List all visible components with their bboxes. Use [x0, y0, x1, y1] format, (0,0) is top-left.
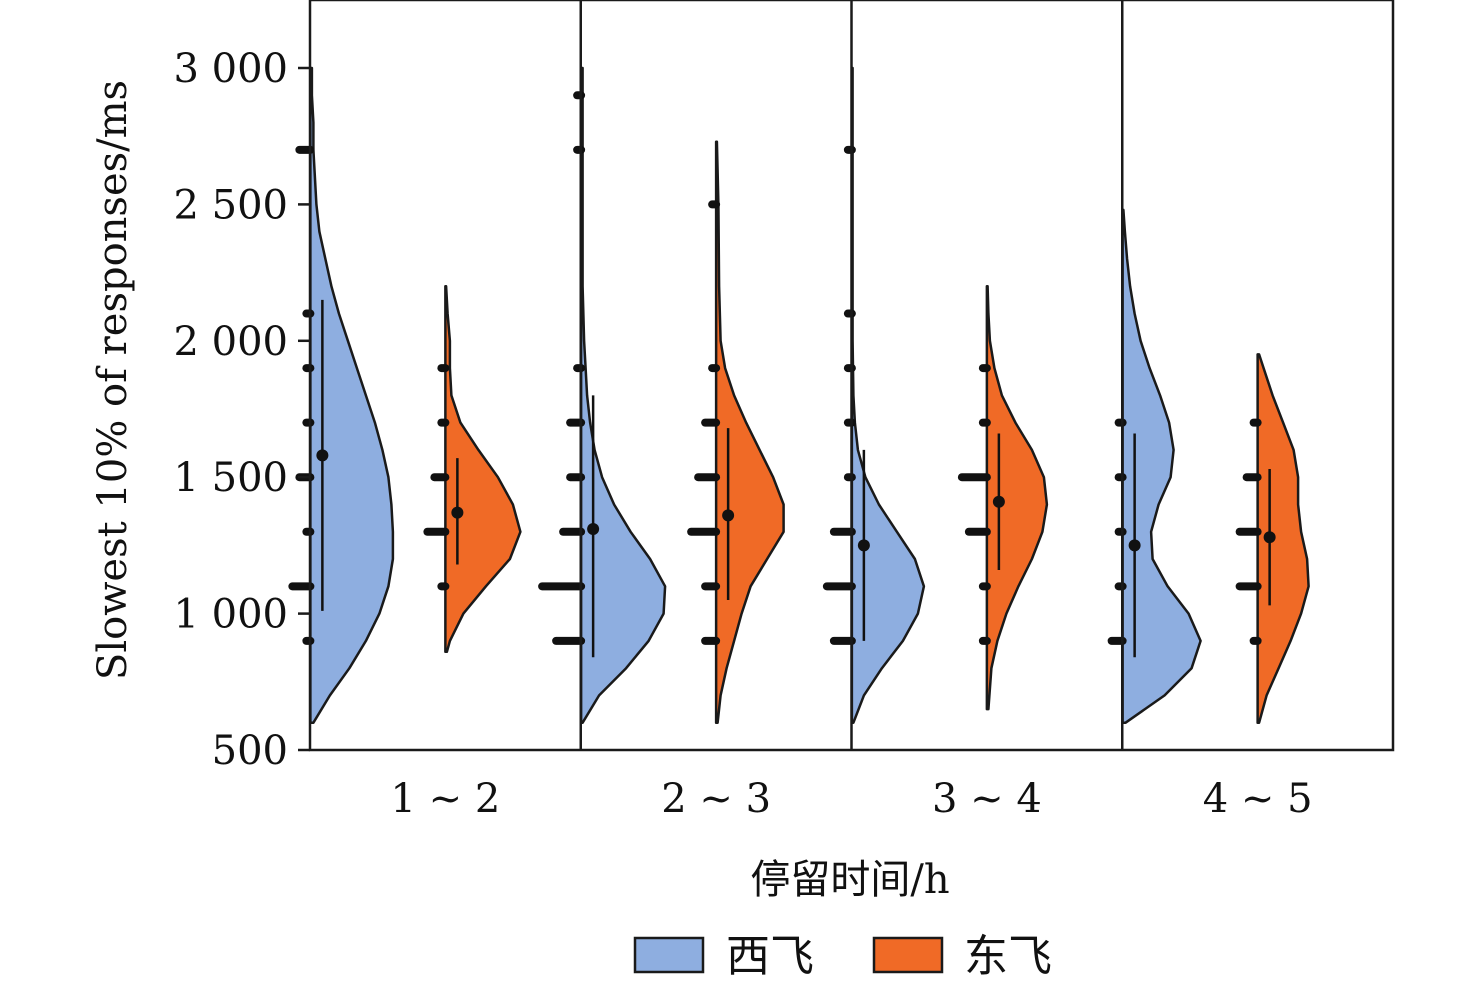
violin-half — [714, 140, 785, 724]
legend-label-dongfei: 东飞 — [964, 931, 1052, 982]
y-tick-label: 2 500 — [173, 182, 288, 228]
legend-label-xifei: 西飞 — [726, 931, 814, 982]
legend-swatch-dongfei — [872, 936, 944, 974]
violin-half — [309, 66, 395, 724]
mean-point — [587, 523, 600, 536]
mean-point — [451, 506, 464, 519]
mean-point — [316, 449, 329, 462]
plot-area — [288, 66, 1310, 724]
violin-half — [1256, 353, 1310, 724]
x-category-label: 4 ~ 5 — [1203, 776, 1313, 822]
violin-half — [985, 284, 1049, 711]
mean-point — [1128, 539, 1141, 552]
y-tick-label: 3 000 — [173, 46, 288, 92]
y-tick-label: 1 500 — [173, 455, 288, 501]
x-axis-title: 停留时间/h — [750, 857, 949, 903]
violin-half — [579, 66, 667, 724]
mean-point — [1263, 531, 1276, 544]
y-tick-label: 2 000 — [173, 319, 288, 365]
mean-point — [857, 539, 870, 552]
y-tick-label: 500 — [212, 728, 288, 774]
mean-point — [992, 495, 1005, 508]
legend: 西飞 东飞 — [633, 931, 1052, 982]
legend-swatch-xifei — [633, 936, 705, 974]
y-axis-title: Slowest 10% of responses/ms — [90, 80, 136, 680]
x-category-label: 2 ~ 3 — [661, 776, 771, 822]
violin-half — [1121, 208, 1202, 724]
violin-half — [444, 284, 522, 654]
y-tick-label: 1 000 — [173, 592, 288, 638]
mean-point — [722, 509, 735, 522]
axes: 500 1 000 1 500 2 000 2 500 3 000 1 ~ 2 2 ~ 3 3 … — [173, 0, 1395, 822]
x-category-label: 3 ~ 4 — [932, 776, 1042, 822]
x-category-label: 1 ~ 2 — [390, 776, 500, 822]
